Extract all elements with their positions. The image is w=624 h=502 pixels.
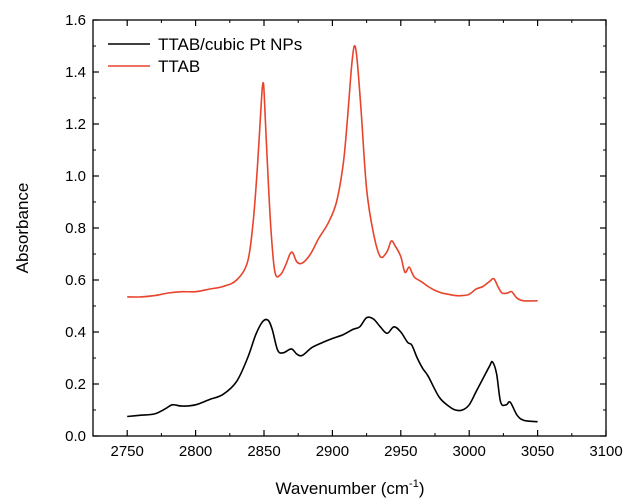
y-tick-label: 1.0 <box>65 168 86 185</box>
y-tick-label: 0.0 <box>65 428 86 445</box>
x-tick-label: 2850 <box>247 443 280 460</box>
y-axis-ticks: 0.0 0.2 0.4 0.6 0.8 1.0 1.2 1.4 1.6 <box>65 12 606 445</box>
x-tick-label: 3050 <box>521 443 554 460</box>
legend-label-black: TTAB/cubic Pt NPs <box>158 35 302 54</box>
x-axis-ticks: 2750 2800 2850 2900 2950 3000 3050 3100 <box>92 20 623 460</box>
series-line-ttab-cubic-pt-nps <box>127 316 538 423</box>
x-tick-label: 2750 <box>111 443 144 460</box>
x-axis-title: Wavenumber (cm-1) <box>276 478 425 498</box>
x-axis-title-superscript: -1 <box>409 478 419 490</box>
y-tick-label: 0.8 <box>65 220 86 237</box>
x-axis-title-close: ) <box>419 479 425 498</box>
x-tick-label: 3100 <box>589 443 622 460</box>
y-tick-label: 0.4 <box>65 324 86 341</box>
x-tick-label: 2950 <box>384 443 417 460</box>
y-tick-label: 0.6 <box>65 272 86 289</box>
x-tick-label: 3000 <box>453 443 486 460</box>
x-tick-label: 2800 <box>179 443 212 460</box>
legend-label-red: TTAB <box>158 57 200 76</box>
y-tick-label: 1.4 <box>65 64 86 81</box>
x-axis-title-main: Wavenumber (cm <box>276 479 410 498</box>
legend: TTAB/cubic Pt NPs TTAB <box>108 35 302 76</box>
x-tick-label: 2900 <box>316 443 349 460</box>
y-tick-label: 1.2 <box>65 116 86 133</box>
y-axis-title: Absorbance <box>13 183 32 274</box>
series-layer <box>127 44 538 423</box>
series-line-ttab <box>127 44 538 302</box>
y-tick-label: 1.6 <box>65 12 86 29</box>
y-tick-label: 0.2 <box>65 376 86 393</box>
